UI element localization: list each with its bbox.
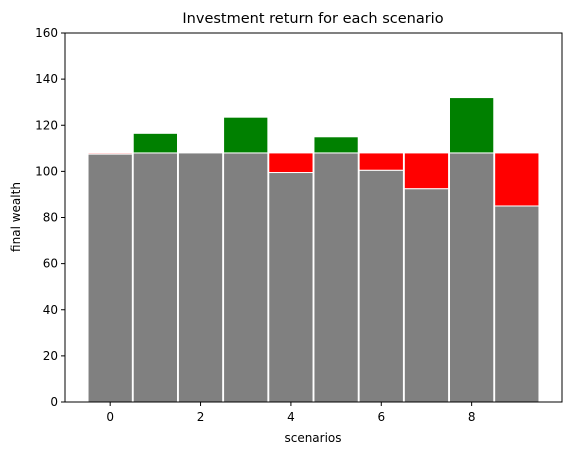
bar-gain-1: [132, 132, 179, 154]
x-axis: 0 2 4 6 8: [106, 402, 475, 424]
bar-loss-6: [358, 152, 404, 171]
bar-loss-9: [494, 152, 540, 207]
bar-kept-4: [268, 172, 314, 403]
bar-gain-5: [313, 136, 359, 154]
bar-kept-6: [358, 169, 404, 403]
x-tick-label-4: 4: [287, 410, 295, 424]
bar-kept-1: [132, 152, 179, 403]
y-tick-label-140: 140: [35, 72, 58, 86]
y-tick-label-0: 0: [50, 395, 58, 409]
bar-kept-0: [87, 153, 133, 403]
bar-gain-3: [223, 116, 269, 154]
bar-kept-5: [313, 152, 359, 403]
x-tick-label-2: 2: [197, 410, 205, 424]
x-tick-label-6: 6: [377, 410, 385, 424]
y-tick-label-20: 20: [43, 349, 58, 363]
bar-kept-2: [177, 152, 224, 403]
y-tick-label-60: 60: [43, 257, 58, 271]
chart-title: Investment return for each scenario: [182, 11, 443, 27]
y-tick-label-80: 80: [43, 211, 58, 225]
bar-kept-9: [494, 205, 540, 403]
bar-kept-7: [403, 188, 450, 403]
bar-loss-4: [268, 152, 314, 174]
y-axis: 0 20 40 60 80 100 120 140 160: [35, 26, 65, 409]
x-axis-label: scenarios: [284, 431, 341, 445]
y-axis-label: final wealth: [9, 182, 23, 252]
x-tick-label-8: 8: [468, 410, 476, 424]
y-tick-label-100: 100: [35, 164, 58, 178]
y-tick-label-120: 120: [35, 118, 58, 132]
bars: [87, 97, 540, 403]
x-tick-label-0: 0: [106, 410, 114, 424]
bar-kept-8: [448, 152, 495, 403]
bar-loss-0: [87, 152, 133, 155]
bar-kept-3: [223, 152, 269, 403]
bar-loss-7: [403, 152, 450, 190]
y-tick-label-160: 160: [35, 26, 58, 40]
y-tick-label-40: 40: [43, 303, 58, 317]
bar-gain-8: [448, 97, 495, 154]
